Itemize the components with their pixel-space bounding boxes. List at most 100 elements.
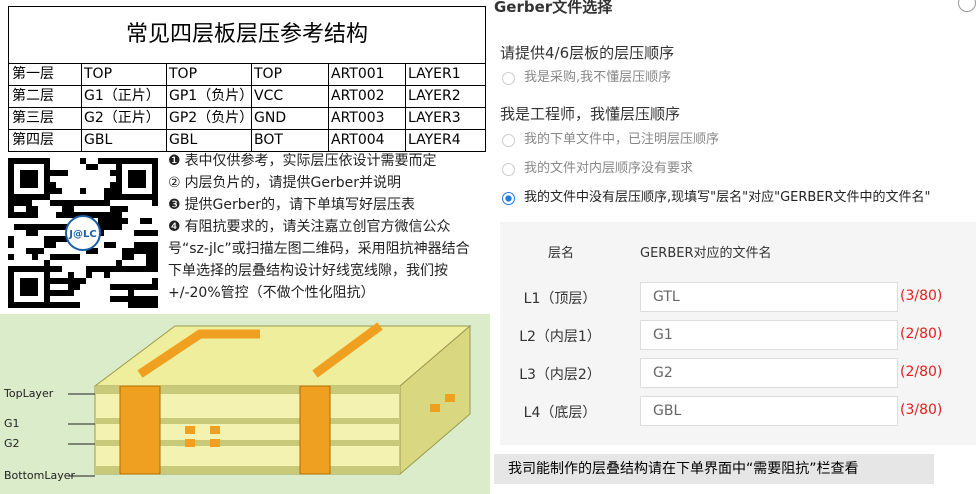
qr-module bbox=[32, 230, 38, 236]
qr-module bbox=[68, 290, 74, 296]
layer-label: TopLayer bbox=[3, 387, 54, 400]
qr-code: J@LC bbox=[8, 158, 158, 308]
qr-module bbox=[50, 236, 56, 242]
qr-module bbox=[104, 194, 110, 200]
qr-module bbox=[104, 212, 110, 218]
qr-module bbox=[8, 254, 14, 260]
gerber-panel: Gerber文件选择 请提供4/6层板的层压顺序 我是工程师，我懂层压顺序 层名… bbox=[492, 0, 976, 494]
qr-module bbox=[50, 254, 56, 260]
qr-module bbox=[26, 200, 32, 206]
qr-module bbox=[74, 284, 80, 290]
table-cell: GBL bbox=[81, 130, 167, 151]
qr-module bbox=[80, 188, 86, 194]
table-cell: TOP bbox=[81, 64, 167, 86]
qr-module bbox=[56, 188, 62, 194]
qr-module bbox=[152, 296, 158, 302]
qr-module bbox=[140, 248, 146, 254]
qr-module bbox=[44, 242, 50, 248]
qr-module bbox=[140, 230, 146, 236]
qr-module bbox=[134, 266, 140, 272]
qr-module bbox=[122, 206, 128, 212]
via bbox=[299, 385, 331, 475]
qr-module bbox=[68, 284, 74, 290]
file-input[interactable]: G1 bbox=[640, 320, 898, 350]
file-input[interactable]: GBL bbox=[640, 396, 898, 426]
qr-finder bbox=[128, 170, 146, 188]
qr-module bbox=[146, 296, 152, 302]
char-count: (2/80) bbox=[900, 364, 943, 380]
qr-module bbox=[110, 170, 116, 176]
qr-module bbox=[50, 302, 56, 308]
qr-finder bbox=[116, 158, 158, 200]
char-count: (3/80) bbox=[900, 402, 943, 418]
table-cell: LAYER2 bbox=[405, 86, 485, 108]
qr-module bbox=[110, 158, 116, 164]
qr-module bbox=[134, 302, 140, 308]
qr-module bbox=[134, 242, 140, 248]
copper-layer bbox=[95, 466, 400, 474]
file-input[interactable]: G2 bbox=[640, 358, 898, 388]
qr-module bbox=[86, 248, 92, 254]
table-cell: G2（正片） bbox=[81, 108, 167, 130]
qr-module bbox=[26, 224, 32, 230]
note-text: 内层负片的，请提供Gerber并说明 bbox=[184, 175, 402, 191]
qr-module bbox=[50, 182, 56, 188]
qr-module bbox=[110, 242, 116, 248]
radio-option[interactable]: 我的文件对内层顺序没有要求 bbox=[500, 159, 970, 179]
qr-module bbox=[98, 158, 104, 164]
note-text: 有阻抗要求的，请关注嘉立创官方微信公众号“sz-jlc”或扫描左图二维码，采用阻… bbox=[168, 219, 470, 301]
qr-module bbox=[98, 218, 104, 224]
qr-module bbox=[110, 284, 116, 290]
qr-module bbox=[116, 224, 122, 230]
table-cell: ART002 bbox=[328, 86, 406, 108]
file-input[interactable]: GTL bbox=[640, 282, 898, 312]
qr-module bbox=[104, 200, 110, 206]
qr-module bbox=[8, 242, 14, 248]
table-cell: TOP bbox=[251, 64, 329, 86]
qr-module bbox=[116, 260, 122, 266]
qr-module bbox=[8, 212, 14, 218]
note: ❸ 提供Gerber的，请下单填写好层压表 bbox=[168, 194, 474, 216]
qr-finder bbox=[8, 158, 50, 200]
radio-option[interactable]: 我的文件中没有层压顺序,现填写"层名"对应"GERBER文件中的文件名" bbox=[500, 188, 970, 208]
note-marker: ❹ bbox=[168, 219, 181, 235]
qr-module bbox=[140, 242, 146, 248]
qr-module bbox=[56, 278, 62, 284]
qr-module bbox=[44, 236, 50, 242]
qr-module bbox=[44, 260, 50, 266]
qr-module bbox=[134, 284, 140, 290]
qr-module bbox=[152, 266, 158, 272]
radio-circle bbox=[502, 134, 515, 147]
radio-option[interactable]: 我是采购,我不懂层压顺序 bbox=[500, 68, 970, 88]
qr-module bbox=[104, 242, 110, 248]
qr-module bbox=[62, 278, 68, 284]
char-count: (3/80) bbox=[900, 288, 943, 304]
qr-module bbox=[68, 200, 74, 206]
close-button[interactable] bbox=[958, 0, 976, 12]
qr-module bbox=[110, 182, 116, 188]
qr-module bbox=[26, 230, 32, 236]
qr-module bbox=[86, 212, 92, 218]
table-cell: LAYER1 bbox=[405, 64, 485, 86]
qr-module bbox=[20, 224, 26, 230]
radio-label: 我是采购,我不懂层压顺序 bbox=[524, 70, 672, 85]
file-input-value: G1 bbox=[653, 327, 673, 343]
layer-name: L3（内层2） bbox=[519, 367, 601, 383]
qr-module bbox=[122, 284, 128, 290]
note: ❹ 有阻抗要求的，请关注嘉立创官方微信公众号“sz-jlc”或扫描左图二维码，采用… bbox=[168, 216, 474, 304]
copper-layer bbox=[95, 440, 400, 446]
qr-module bbox=[134, 296, 140, 302]
qr-module bbox=[56, 224, 62, 230]
qr-module bbox=[62, 254, 68, 260]
qr-module bbox=[20, 212, 26, 218]
qr-module bbox=[80, 278, 86, 284]
radio-circle bbox=[502, 163, 515, 176]
layer-header: 层名 bbox=[548, 246, 575, 261]
note-text: 表中仅供参考，实际层压依设计需要而定 bbox=[184, 153, 437, 169]
qr-module bbox=[116, 266, 122, 272]
qr-module bbox=[104, 158, 110, 164]
radio-option[interactable]: 我的下单文件中，已注明层压顺序 bbox=[500, 130, 970, 150]
via bbox=[119, 385, 161, 475]
qr-module bbox=[38, 224, 44, 230]
